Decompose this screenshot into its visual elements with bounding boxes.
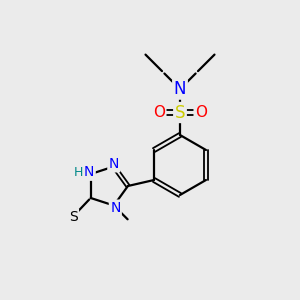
Text: S: S (175, 103, 185, 122)
Text: N: N (84, 166, 94, 179)
Text: N: N (109, 157, 119, 171)
Text: N: N (174, 80, 186, 98)
Text: H: H (74, 166, 83, 179)
Text: N: N (110, 201, 121, 215)
Text: S: S (69, 210, 78, 224)
Text: O: O (195, 105, 207, 120)
Text: O: O (153, 105, 165, 120)
